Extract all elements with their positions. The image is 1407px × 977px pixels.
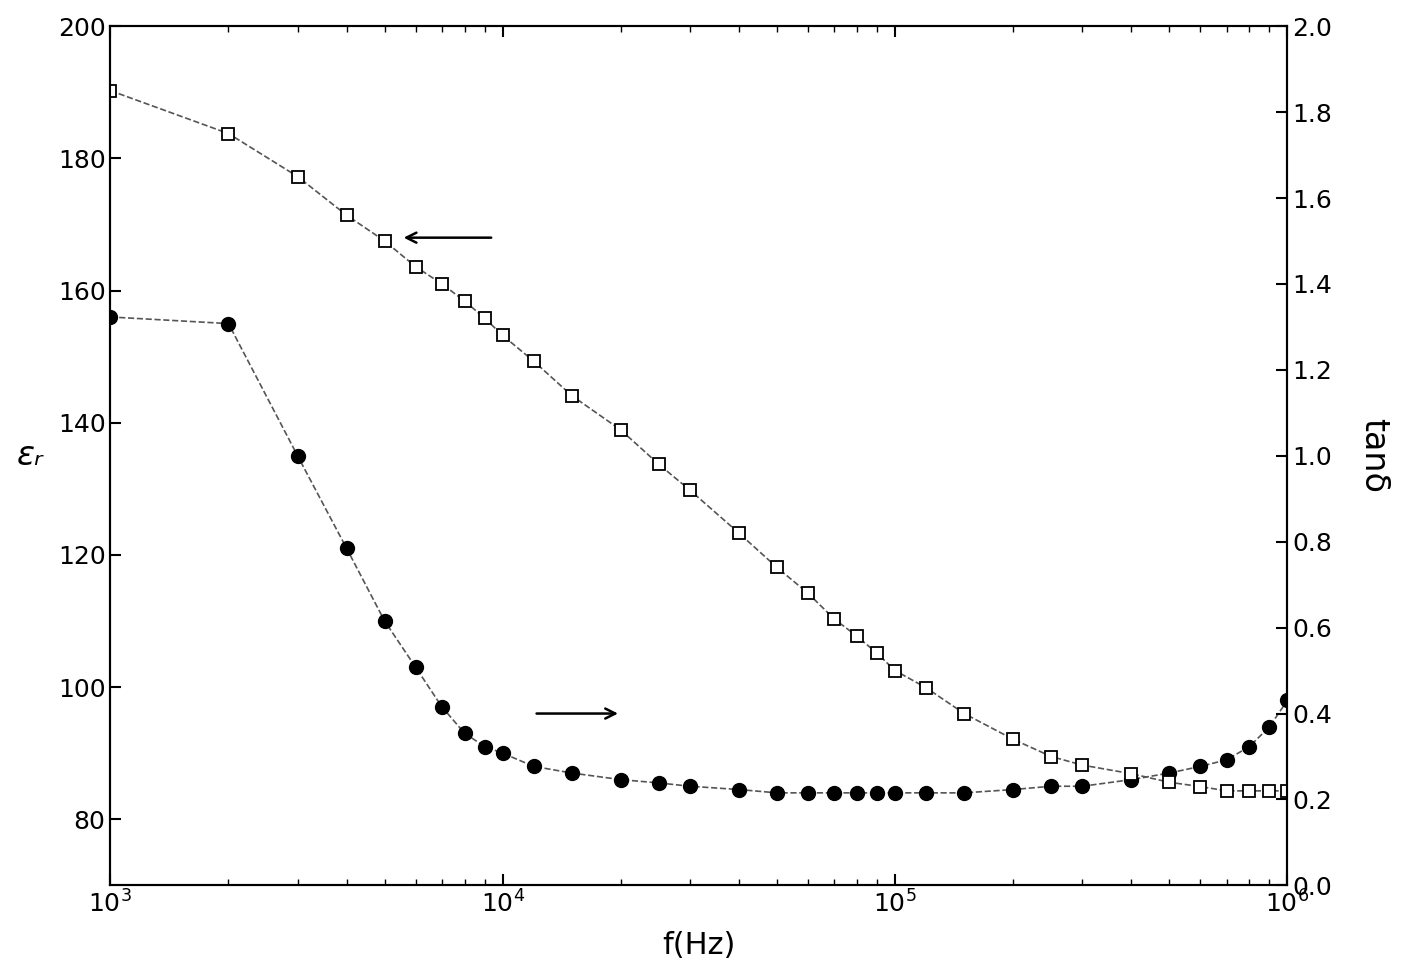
Y-axis label: tanδ: tanδ — [1358, 418, 1390, 493]
X-axis label: f(Hz): f(Hz) — [663, 931, 736, 960]
Y-axis label: εᵣ: εᵣ — [17, 440, 44, 472]
